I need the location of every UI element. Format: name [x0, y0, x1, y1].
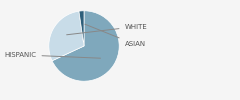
Wedge shape: [79, 11, 84, 46]
Text: HISPANIC: HISPANIC: [5, 52, 101, 58]
Text: WHITE: WHITE: [67, 24, 147, 35]
Wedge shape: [49, 11, 84, 61]
Wedge shape: [52, 11, 119, 81]
Text: ASIAN: ASIAN: [85, 24, 146, 47]
